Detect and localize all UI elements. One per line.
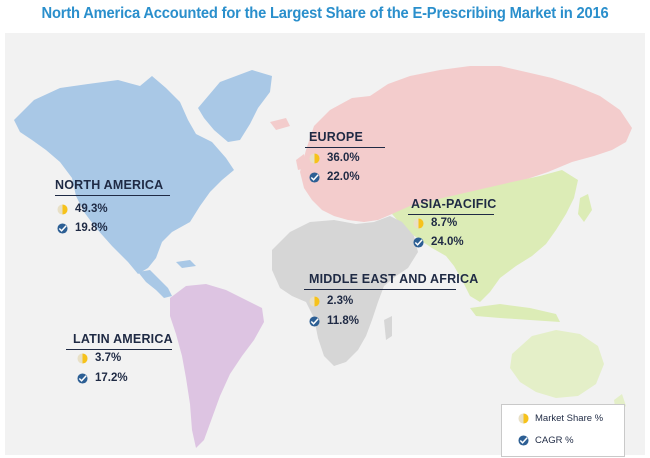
- caribbean-region: [176, 260, 196, 268]
- pie-chart-icon: [518, 413, 529, 424]
- growth-check-icon: [309, 171, 320, 183]
- stat-cagr-europe: 22.0%: [309, 171, 360, 183]
- oceania-region: [510, 330, 604, 398]
- pie-chart-icon: [77, 352, 88, 364]
- stat-market-share-latin-america: 3.7%: [77, 352, 121, 364]
- legend-item-market-share: Market Share %: [518, 413, 603, 424]
- market-share-value: 8.7%: [431, 217, 458, 229]
- cagr-value: 22.0%: [327, 171, 360, 183]
- market-share-value: 3.7%: [95, 352, 122, 364]
- region-label-latin-america: LATIN AMERICA: [73, 332, 173, 346]
- cagr-value: 11.8%: [327, 315, 359, 327]
- indonesia-region: [470, 304, 560, 322]
- map-legend: Market Share % CAGR %: [501, 404, 625, 457]
- region-underline-europe: [305, 147, 385, 148]
- market-share-value: 49.3%: [75, 203, 108, 215]
- stat-market-share-europe: 36.0%: [309, 152, 360, 164]
- stat-market-share-middle-east-africa: 2.3%: [309, 295, 353, 307]
- market-share-value: 36.0%: [327, 152, 360, 164]
- region-label-asia-pacific: ASIA-PACIFIC: [411, 197, 497, 211]
- cagr-value: 24.0%: [431, 236, 464, 248]
- legend-item-cagr: CAGR %: [518, 435, 574, 446]
- cagr-value: 17.2%: [95, 372, 128, 384]
- stat-cagr-north-america: 19.8%: [57, 222, 108, 234]
- region-label-europe: EUROPE: [309, 130, 363, 144]
- uk-region: [296, 154, 306, 170]
- stat-market-share-asia-pacific: 8.7%: [413, 217, 457, 229]
- region-underline-north-america: [55, 195, 170, 196]
- stat-cagr-middle-east-africa: 11.8%: [309, 315, 359, 327]
- japan-region: [578, 194, 592, 222]
- growth-check-icon: [518, 435, 529, 446]
- middle-east-africa-region: [272, 216, 418, 366]
- cagr-value: 19.8%: [75, 222, 108, 234]
- pie-chart-icon: [309, 295, 320, 307]
- iceland-region: [270, 118, 290, 130]
- growth-check-icon: [57, 222, 68, 234]
- north-america-region: [14, 76, 234, 274]
- region-underline-latin-america: [66, 349, 172, 350]
- stat-market-share-north-america: 49.3%: [57, 203, 108, 215]
- region-underline-middle-east-africa: [304, 289, 456, 290]
- region-label-north-america: NORTH AMERICA: [55, 178, 164, 192]
- growth-check-icon: [77, 372, 88, 384]
- page-title: North America Accounted for the Largest …: [41, 5, 609, 22]
- central-america-region: [138, 270, 172, 298]
- region-underline-asia-pacific: [408, 214, 494, 215]
- greenland-region: [198, 70, 272, 142]
- stat-cagr-latin-america: 17.2%: [77, 372, 128, 384]
- growth-check-icon: [309, 315, 320, 327]
- pie-chart-icon: [413, 217, 424, 229]
- stat-cagr-asia-pacific: 24.0%: [413, 236, 464, 248]
- asia-pacific-region: [392, 170, 578, 302]
- madagascar-region: [384, 316, 392, 340]
- market-share-value: 2.3%: [327, 295, 354, 307]
- pie-chart-icon: [309, 152, 320, 164]
- europe-region: [300, 66, 632, 222]
- legend-label-market-share: Market Share %: [535, 413, 604, 424]
- region-label-middle-east-africa: MIDDLE EAST AND AFRICA: [309, 272, 479, 286]
- growth-check-icon: [413, 236, 424, 248]
- legend-label-cagr: CAGR %: [535, 435, 574, 446]
- latin-america-region: [170, 284, 264, 448]
- pie-chart-icon: [57, 203, 68, 215]
